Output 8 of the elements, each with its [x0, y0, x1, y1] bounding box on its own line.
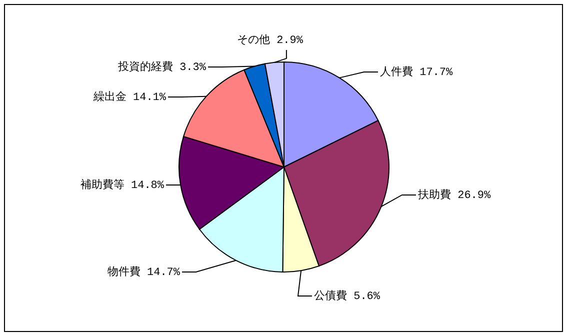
slice-label: 公債費 5.6%	[314, 288, 380, 303]
slice-label: 物件費 14.7%	[107, 264, 180, 279]
slice-label: その他 2.9%	[236, 34, 304, 47]
slice-label: 人件費 17.7%	[380, 64, 454, 79]
slice-label: 補助費等 14.8%	[80, 178, 164, 192]
slice-label: 扶助費 26.9%	[417, 188, 492, 202]
slice-label: 投資的経費 3.3%	[116, 60, 206, 74]
slice-label: 繰出金 14.1%	[92, 90, 166, 104]
